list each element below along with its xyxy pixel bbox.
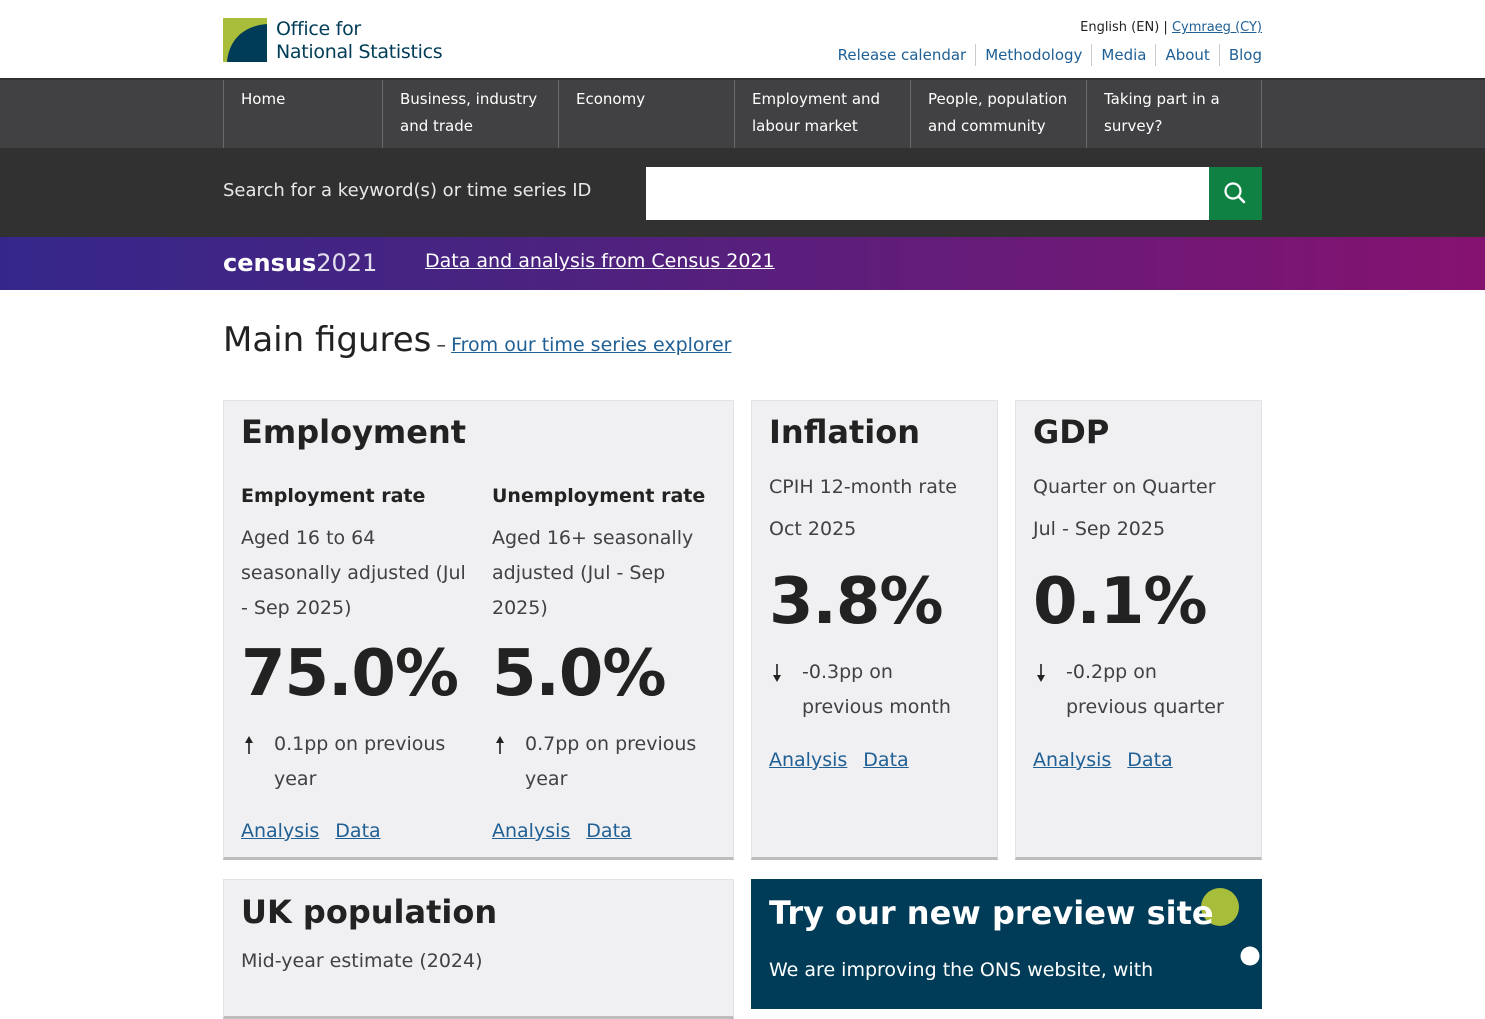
arrow-down: [773, 664, 781, 682]
figure-value: 75.0%: [241, 637, 459, 711]
card-description: Jul - Sep 2025: [1033, 518, 1166, 540]
figure-column: Employment rate Aged 16 to 64 seasonally …: [241, 461, 466, 849]
nav-item[interactable]: People, population and community: [910, 80, 1086, 148]
card-description: Aged 16+ seasonally adjusted (Jul - Sep …: [492, 527, 694, 619]
header-link[interactable]: Blog: [1218, 44, 1262, 66]
logo-line2[interactable]: National Statistics: [276, 41, 443, 63]
decoration: [1201, 888, 1260, 966]
figure-links: Analysis Data: [241, 814, 466, 849]
gdp-card: GDP Quarter on Quarter Jul - Sep 2025 0.1% -…: [1015, 400, 1262, 860]
figure-link[interactable]: Analysis: [769, 749, 848, 771]
figure-change: -0.3pp on previous month: [769, 655, 980, 725]
census-logo: census2021: [223, 248, 377, 278]
change-text: 0.7pp on previous year: [525, 733, 697, 790]
lang-current: English (EN): [1080, 20, 1160, 35]
figure-link[interactable]: Data: [335, 820, 381, 842]
card-title: Inflation: [769, 413, 921, 451]
census-link[interactable]: Data and analysis from Census 2021: [425, 250, 775, 272]
nav-item[interactable]: Home: [223, 80, 382, 148]
logo-line1[interactable]: Office for: [276, 18, 361, 40]
main-title: Main figures: [223, 320, 432, 360]
figure-link[interactable]: Data: [863, 749, 909, 771]
figure-heading: Employment rate: [241, 485, 426, 507]
preview-text: We are improving the ONS website, with: [769, 959, 1154, 981]
figure-link[interactable]: Data: [1127, 749, 1173, 771]
lang-sep: |: [1163, 20, 1168, 35]
figure-link[interactable]: Analysis: [492, 820, 571, 842]
card-subtitle: Mid-year estimate (2024): [241, 950, 483, 972]
arrow-down: [1037, 664, 1045, 682]
card-title: Employment: [241, 413, 467, 451]
card-subtitle: CPIH 12-month rate: [769, 476, 957, 498]
arrow-up: [245, 736, 253, 754]
search-button[interactable]: [1209, 167, 1262, 220]
search-input[interactable]: [646, 167, 1209, 220]
arrow-up: [496, 736, 504, 754]
search-label: Search for a keyword(s) or time series I…: [223, 180, 592, 201]
header-link[interactable]: Media: [1091, 44, 1155, 66]
figure-change: -0.2pp on previous quarter: [1033, 655, 1244, 725]
change-text: -0.2pp on previous quarter: [1066, 661, 1224, 718]
figure-value: 3.8%: [769, 565, 944, 639]
main-heading: Main figures – From our time series expl…: [223, 320, 731, 360]
main-link[interactable]: From our time series explorer: [451, 334, 732, 356]
figure-links: Analysis Data: [492, 814, 717, 849]
figure-value: 0.1%: [1033, 565, 1208, 639]
logo-icon: [223, 18, 267, 62]
card-title: UK population: [241, 893, 498, 931]
change-text: 0.1pp on previous year: [274, 733, 446, 790]
header-link[interactable]: Release calendar: [837, 46, 967, 64]
header-link[interactable]: Methodology: [975, 44, 1091, 66]
census-banner: census2021 Data and analysis from Census…: [0, 237, 1485, 290]
figure-link[interactable]: Analysis: [241, 820, 320, 842]
figure-links: Analysis Data: [1033, 743, 1244, 778]
header: Office for National Statistics English (…: [0, 0, 1485, 80]
figure-value: 5.0%: [492, 637, 667, 711]
figure-column: Unemployment rate Aged 16+ seasonally adj…: [492, 461, 717, 849]
employment-card: Employment Employment rate Aged 16 to 64 …: [223, 400, 734, 860]
nav-item[interactable]: Business, industry and trade: [382, 80, 558, 148]
nav-item[interactable]: Economy: [558, 80, 734, 148]
figure-heading: Unemployment rate: [492, 485, 706, 507]
lang-link[interactable]: Cymraeg (CY): [1171, 20, 1262, 35]
card-description: Aged 16 to 64 seasonally adjusted (Jul -…: [241, 527, 466, 619]
nav-item[interactable]: Employment and labour market: [734, 80, 910, 148]
nav: Home Business, industry and trade Economy E…: [0, 80, 1485, 148]
figure-link[interactable]: Analysis: [1033, 749, 1112, 771]
main-dash: –: [436, 334, 446, 356]
preview-card: Try our new preview site We are improvin…: [751, 879, 1262, 1009]
language: English (EN) | Cymraeg (CY): [1080, 20, 1262, 35]
inflation-card: Inflation CPIH 12-month rate Oct 2025 3.8% -…: [751, 400, 998, 860]
figure-link[interactable]: Data: [586, 820, 632, 842]
figure-change: 0.7pp on previous year: [492, 727, 717, 797]
header-links: Release calendar Methodology Media About Blo…: [829, 44, 1262, 66]
header-link[interactable]: About: [1155, 44, 1218, 66]
search-bar: Search for a keyword(s) or time series I…: [0, 148, 1485, 237]
card-description: Oct 2025: [769, 518, 857, 540]
census-word: census: [223, 249, 317, 277]
nav-item[interactable]: Taking part in a survey?: [1086, 80, 1262, 148]
figure-links: Analysis Data: [769, 743, 980, 778]
change-text: -0.3pp on previous month: [802, 661, 951, 718]
figure-change: 0.1pp on previous year: [241, 727, 466, 797]
population-card: UK population Mid-year estimate (2024): [223, 879, 734, 1019]
census-year: 2021: [316, 249, 378, 277]
card-title: GDP: [1033, 413, 1110, 451]
preview-title[interactable]: Try our new preview site: [769, 894, 1214, 932]
card-subtitle: Quarter on Quarter: [1033, 476, 1216, 498]
